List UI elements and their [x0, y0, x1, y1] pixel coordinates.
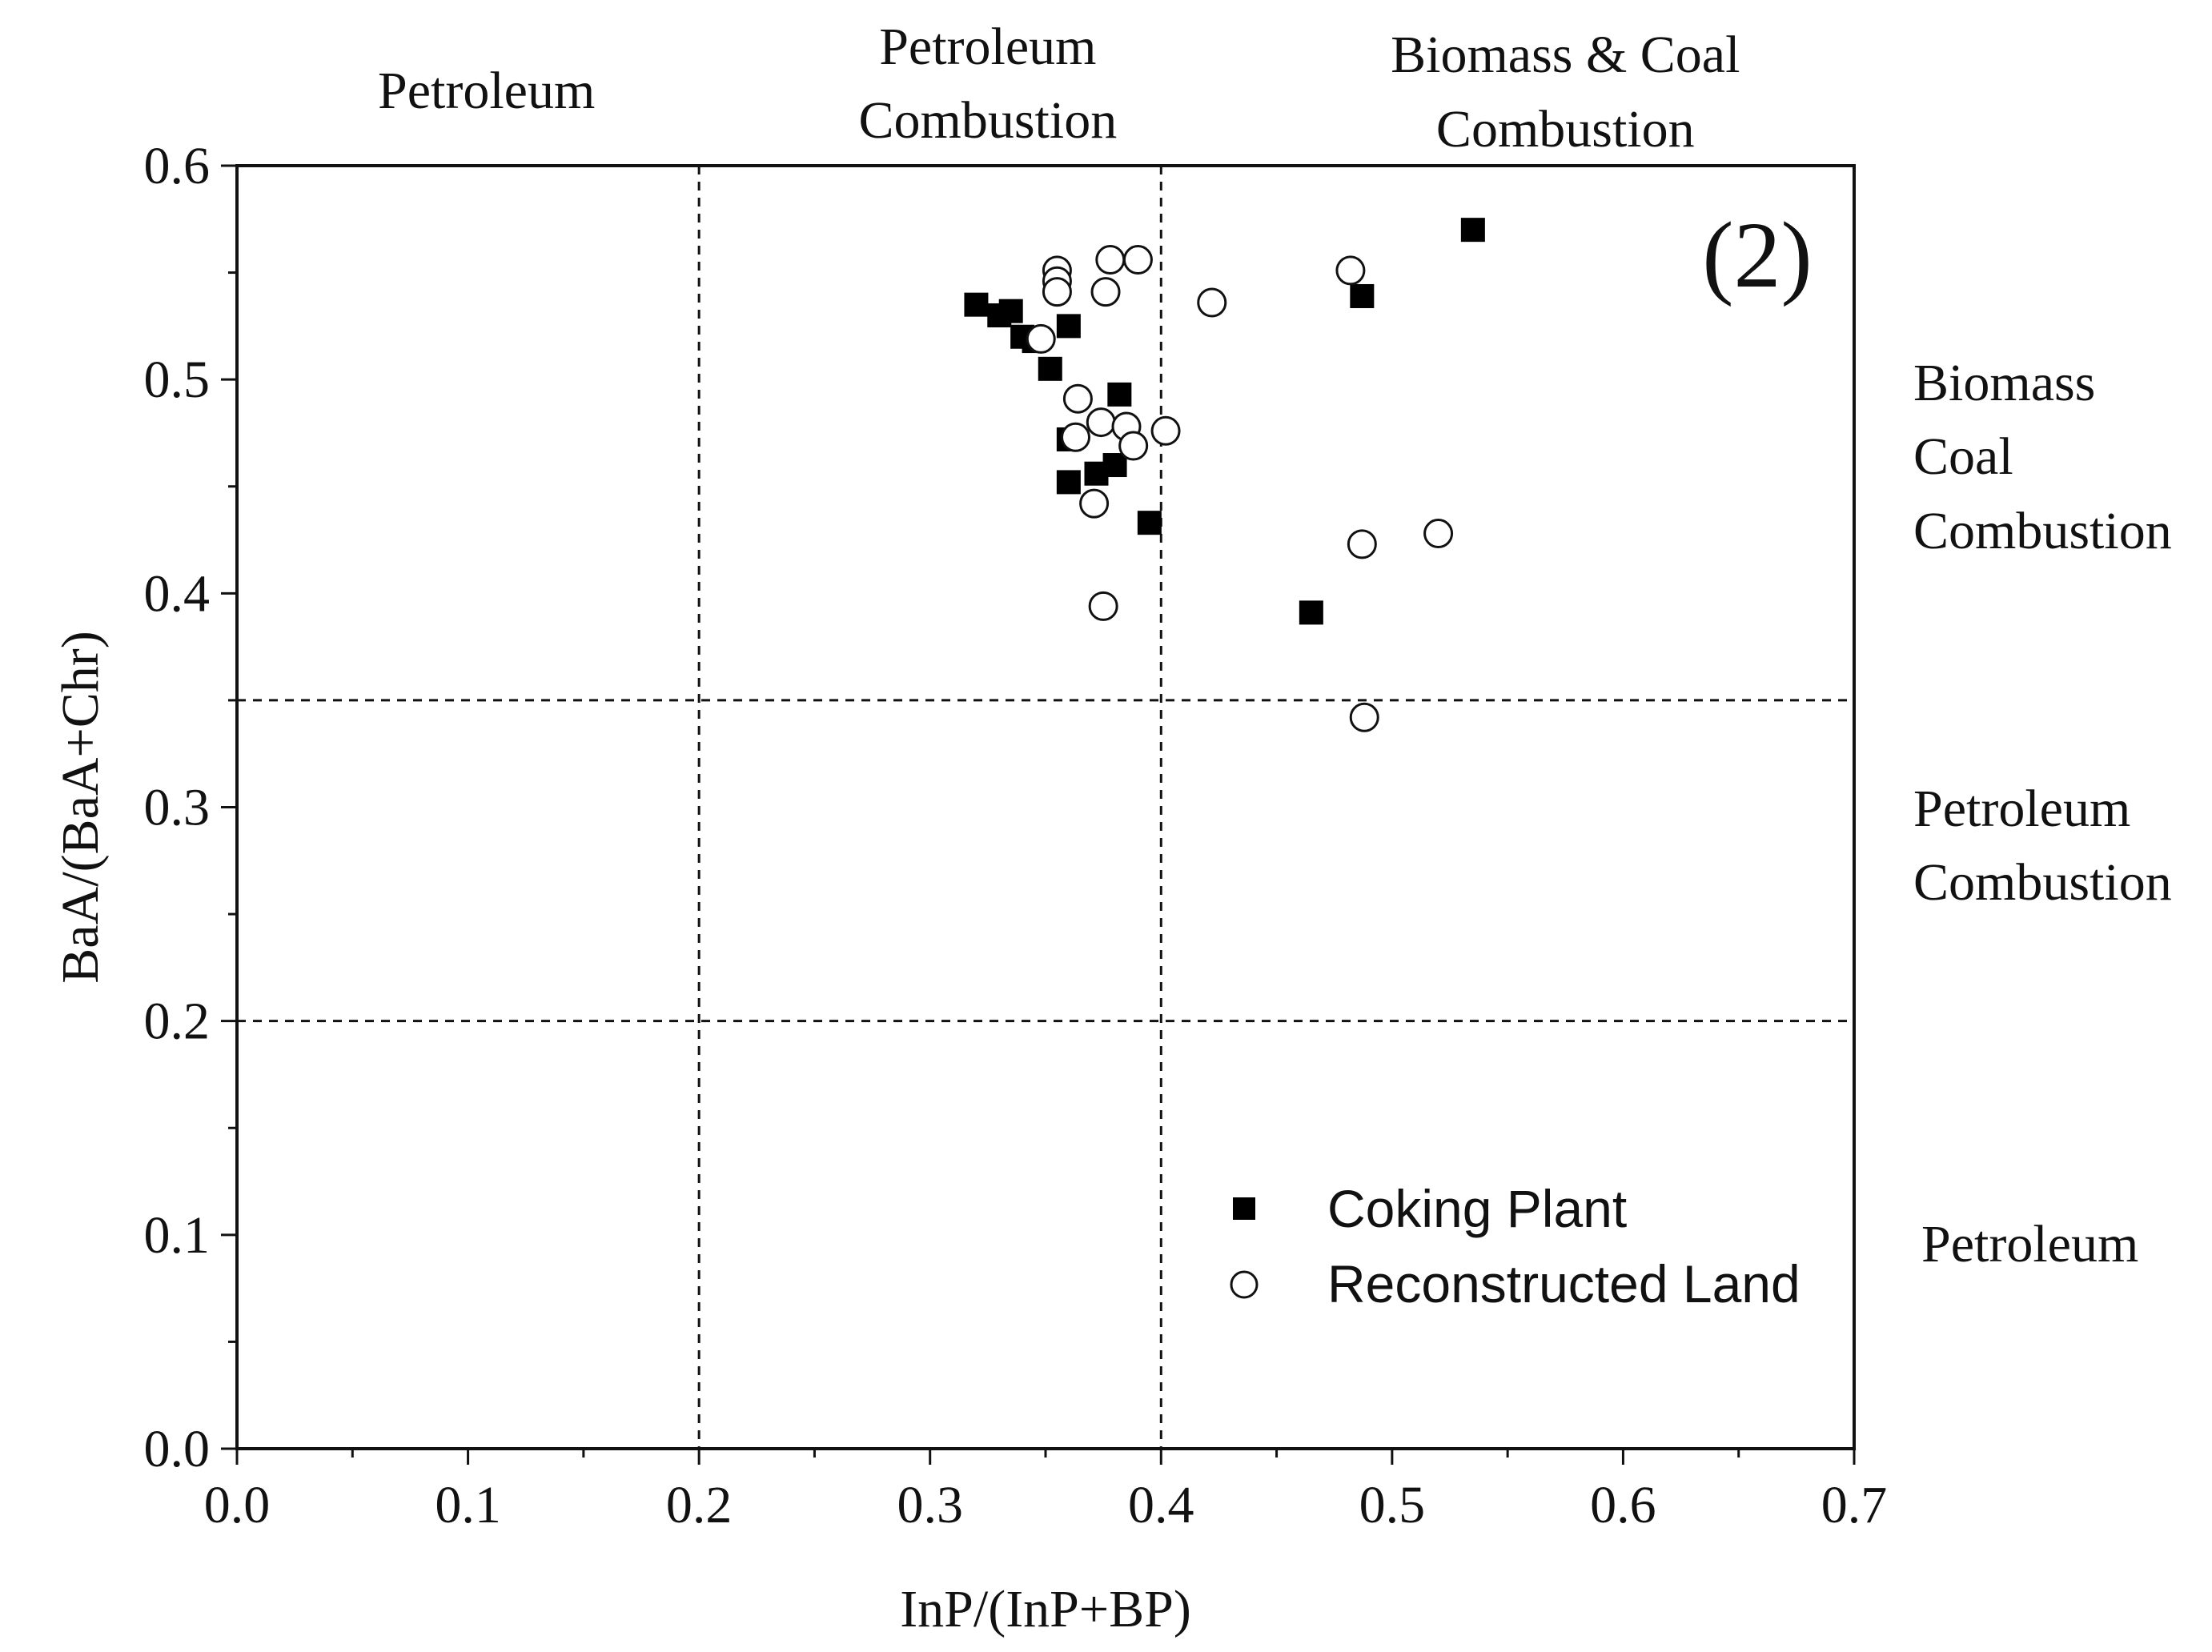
point-reconstructed-land [1062, 383, 1093, 414]
point-reconstructed-land [1042, 277, 1072, 307]
point-reconstructed-land [1335, 255, 1366, 286]
right-region-label: Petroleum [1921, 1215, 2138, 1273]
point-reconstructed-land [1086, 407, 1116, 438]
x-axis-title: InP/(InP+BP) [900, 1580, 1191, 1638]
point-reconstructed-land [1026, 323, 1056, 354]
point-coking-plant [1350, 283, 1375, 308]
reference-lines [237, 166, 1854, 1449]
point-coking-plant [1056, 470, 1081, 495]
x-tick-label: 0.3 [897, 1476, 963, 1534]
right-region-labels: Biomass Coal Combustion Petroleum Combustion… [1913, 354, 2172, 1273]
top-region-label: Combustion [858, 91, 1117, 150]
point-reconstructed-land [1090, 277, 1121, 307]
top-region-label: Combustion [1436, 100, 1695, 158]
axis-ticks [221, 164, 1856, 1465]
right-region-label: Combustion [1913, 853, 2172, 912]
point-reconstructed-land [1061, 422, 1091, 452]
point-coking-plant [1102, 453, 1127, 478]
point-reconstructed-land [1423, 519, 1454, 549]
y-tick-label: 0.3 [144, 779, 211, 837]
legend-label-coking-plant: Coking Plant [1327, 1179, 1627, 1238]
point-coking-plant [1299, 600, 1323, 625]
right-region-label: Biomass [1913, 354, 2095, 412]
point-coking-plant [1107, 382, 1132, 407]
x-tick-label: 0.1 [435, 1476, 501, 1534]
legend: Coking Plant Reconstructed Land [1230, 1179, 1801, 1313]
x-tick-label: 0.7 [1821, 1476, 1888, 1534]
panel-label: (2) [1702, 202, 1813, 307]
point-reconstructed-land [1197, 287, 1227, 318]
point-reconstructed-land [1079, 488, 1110, 519]
y-tick-label: 0.6 [144, 137, 211, 195]
point-coking-plant [1038, 356, 1062, 381]
x-tick-label: 0.2 [666, 1476, 733, 1534]
y-tick-label: 0.2 [144, 992, 211, 1051]
top-region-label: Petroleum [378, 62, 595, 120]
point-coking-plant [1137, 511, 1162, 535]
data-points [964, 218, 1485, 732]
point-coking-plant [998, 299, 1023, 323]
x-tick-label: 0.6 [1590, 1476, 1656, 1534]
y-axis-title: BaA/(BaA+Chr) [51, 631, 110, 983]
y-tick-label: 0.5 [144, 351, 211, 409]
x-tick-label: 0.4 [1128, 1476, 1194, 1534]
x-tick-label: 0.0 [204, 1476, 271, 1534]
legend-label-reconstructed-land: Reconstructed Land [1327, 1254, 1801, 1313]
point-reconstructed-land [1150, 415, 1181, 446]
right-region-label: Coal [1913, 427, 2013, 486]
y-tick-label: 0.1 [144, 1206, 211, 1265]
right-region-label: Combustion [1913, 502, 2172, 560]
legend-marker-reconstructed-land [1230, 1270, 1259, 1299]
point-reconstructed-land [1088, 591, 1118, 621]
point-reconstructed-land [1347, 529, 1377, 559]
legend-marker-coking-plant [1233, 1197, 1255, 1220]
point-reconstructed-land [1349, 702, 1379, 732]
point-reconstructed-land [1095, 245, 1126, 275]
top-region-label: Biomass & Coal [1391, 26, 1740, 84]
y-tick-label: 0.4 [144, 564, 211, 623]
top-region-label: Petroleum [879, 18, 1096, 76]
tick-labels: 0.0 0.1 0.2 0.3 0.4 0.5 0.6 0.7 0.0 0.1 0.2 0.3 0.4 0… [144, 137, 1888, 1534]
point-reconstructed-land [1122, 245, 1153, 275]
point-coking-plant [1056, 314, 1081, 339]
y-tick-label: 0.0 [144, 1420, 211, 1478]
point-coking-plant [1460, 218, 1485, 243]
x-tick-label: 0.5 [1359, 1476, 1426, 1534]
point-coking-plant [964, 292, 989, 317]
right-region-label: Petroleum [1913, 780, 2130, 838]
top-region-labels: Petroleum Petroleum Combustion Biomass & Co… [378, 18, 1740, 158]
point-reconstructed-land [1118, 431, 1149, 461]
